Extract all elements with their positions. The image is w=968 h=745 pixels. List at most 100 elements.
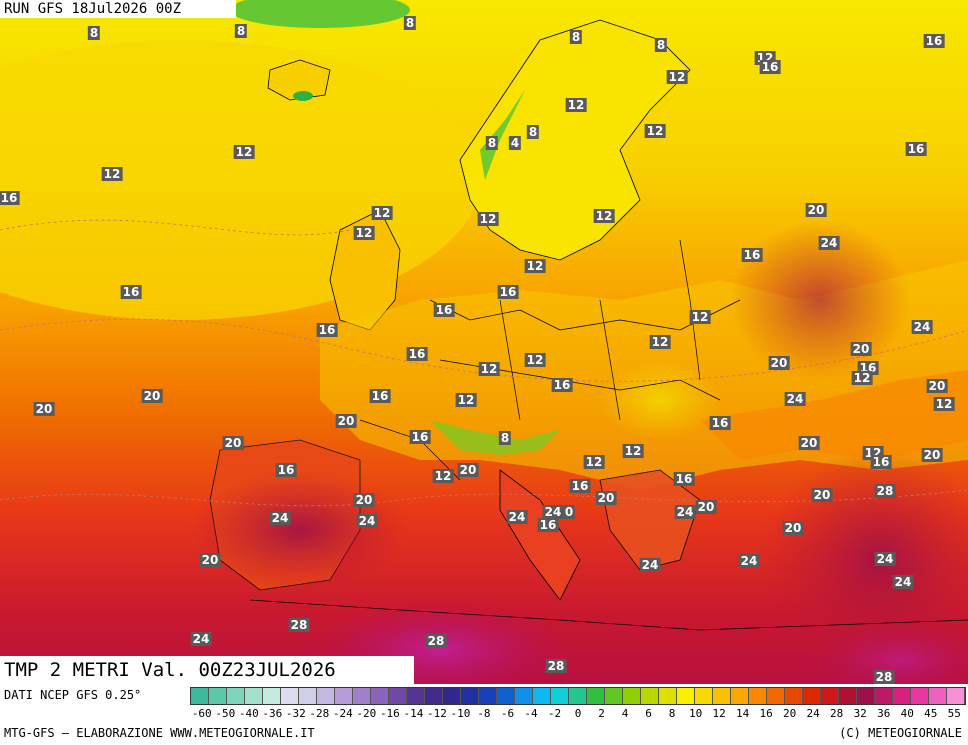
run-info: RUN GFS 18Jul2026 00Z xyxy=(0,0,236,18)
temperature-label: 20 xyxy=(33,402,55,416)
temperature-label: 16 xyxy=(923,34,945,48)
legend-swatch xyxy=(803,688,821,704)
temperature-label: 24 xyxy=(911,320,933,334)
legend-tick-label: -24 xyxy=(332,707,353,720)
temperature-label: 24 xyxy=(506,510,528,524)
temperature-label: 12 xyxy=(593,209,615,223)
temperature-label: 12 xyxy=(233,145,255,159)
legend-swatch xyxy=(461,688,479,704)
legend-tick-label: 36 xyxy=(877,707,891,720)
legend-tick-label: 14 xyxy=(735,707,750,720)
temperature-label: 12 xyxy=(353,226,375,240)
legend-swatch xyxy=(875,688,893,704)
legend-swatch xyxy=(569,688,587,704)
legend-swatch xyxy=(857,688,875,704)
temperature-label: 12 xyxy=(933,397,955,411)
legend-swatch xyxy=(353,688,371,704)
legend-swatch xyxy=(767,688,785,704)
temperature-label: 20 xyxy=(811,488,833,502)
temperature-label: 16 xyxy=(433,303,455,317)
temperature-map: 8 8 8 8 8 16 12 16 12 12 8 12 8 4 12 16 12 16 12 12 12 20 12 24… xyxy=(0,0,968,684)
temperature-label: 24 xyxy=(738,554,760,568)
legend-swatch xyxy=(425,688,443,704)
legend-swatch xyxy=(929,688,947,704)
legend-tick-label: -40 xyxy=(238,707,259,720)
legend-swatch xyxy=(389,688,407,704)
temperature-label: 16 xyxy=(673,472,695,486)
legend-swatch xyxy=(659,688,677,704)
temperature-label: 8 xyxy=(654,38,668,52)
temperature-label: 20 xyxy=(921,448,943,462)
legend-tick-label: -20 xyxy=(356,707,377,720)
legend-ticks: -60 -50 -40 -36 -32 -28 -24 -20 -16 -14 -12 -10 -8 -6… xyxy=(190,707,966,721)
data-source: DATI NCEP GFS 0.25° xyxy=(4,688,142,702)
copyright-text: (C) METEOGIORNALE xyxy=(839,726,962,740)
legend-swatch xyxy=(335,688,353,704)
temperature-label: 16 xyxy=(741,248,763,262)
temperature-label: 28 xyxy=(288,618,310,632)
legend-tick-label: -14 xyxy=(403,707,424,720)
temperature-label: 12 xyxy=(478,362,500,376)
temperature-label: 24 xyxy=(818,236,840,250)
legend-swatch xyxy=(515,688,533,704)
legend-swatch xyxy=(281,688,299,704)
legend-swatch xyxy=(677,688,695,704)
legend-swatch xyxy=(263,688,281,704)
legend-tick-label: -6 xyxy=(500,707,515,720)
legend-swatch xyxy=(209,688,227,704)
temperature-label: 12 xyxy=(644,124,666,138)
legend-swatch xyxy=(713,688,731,704)
temperature-label: 8 xyxy=(485,136,499,150)
legend-swatch xyxy=(443,688,461,704)
temperature-label: 8 xyxy=(569,30,583,44)
temperature-label: 16 xyxy=(120,285,142,299)
legend-tick-label: -32 xyxy=(285,707,306,720)
legend-swatch xyxy=(749,688,767,704)
temperature-label: 20 xyxy=(141,389,163,403)
map-title: TMP 2 METRI Val. 00Z23JUL2026 xyxy=(0,656,414,684)
legend-swatch xyxy=(911,688,929,704)
temperature-label: 20 xyxy=(850,342,872,356)
temperature-label: 12 xyxy=(432,469,454,483)
temperature-label: 12 xyxy=(371,206,393,220)
temperature-label: 20 xyxy=(457,463,479,477)
temperature-label: 16 xyxy=(569,479,591,493)
legend-swatch xyxy=(227,688,245,704)
temperature-label: 28 xyxy=(874,484,896,498)
temperature-label: 8 xyxy=(498,431,512,445)
legend-tick-label: -12 xyxy=(426,707,447,720)
temperature-label: 24 xyxy=(356,514,378,528)
temperature-label: 12 xyxy=(477,212,499,226)
temperature-label: 28 xyxy=(425,634,447,648)
temperature-label: 20 xyxy=(695,500,717,514)
legend-swatch xyxy=(731,688,749,704)
temperature-label: 8 xyxy=(234,24,248,38)
temperature-label: 24 xyxy=(874,552,896,566)
temperature-label: 16 xyxy=(0,191,20,205)
legend-tick-label: 55 xyxy=(947,707,961,720)
temperature-label: 28 xyxy=(545,659,567,673)
temperature-label: 16 xyxy=(406,347,428,361)
temperature-label: 24 xyxy=(639,558,661,572)
temperature-label: 20 xyxy=(335,414,357,428)
temperature-label: 12 xyxy=(524,353,546,367)
temperature-label: 24 xyxy=(674,505,696,519)
legend-swatch xyxy=(785,688,803,704)
legend-tick-label: -16 xyxy=(379,707,400,720)
legend-swatch xyxy=(893,688,911,704)
temperature-label: 12 xyxy=(689,310,711,324)
legend-tick-label: 40 xyxy=(900,707,914,720)
legend-tick-label: -28 xyxy=(309,707,330,720)
temperature-label: 0 xyxy=(562,505,576,519)
temperature-label: 12 xyxy=(524,259,546,273)
legend-tick-label: -60 xyxy=(191,707,212,720)
legend-swatch xyxy=(641,688,659,704)
legend-swatch xyxy=(821,688,839,704)
temperature-label: 20 xyxy=(353,493,375,507)
temperature-label: 4 xyxy=(508,136,522,150)
legend-swatch xyxy=(407,688,425,704)
legend-tick-label: 10 xyxy=(688,707,703,720)
legend-tick-label: 6 xyxy=(645,707,652,720)
color-legend xyxy=(190,687,966,705)
temperature-label: 16 xyxy=(870,455,892,469)
